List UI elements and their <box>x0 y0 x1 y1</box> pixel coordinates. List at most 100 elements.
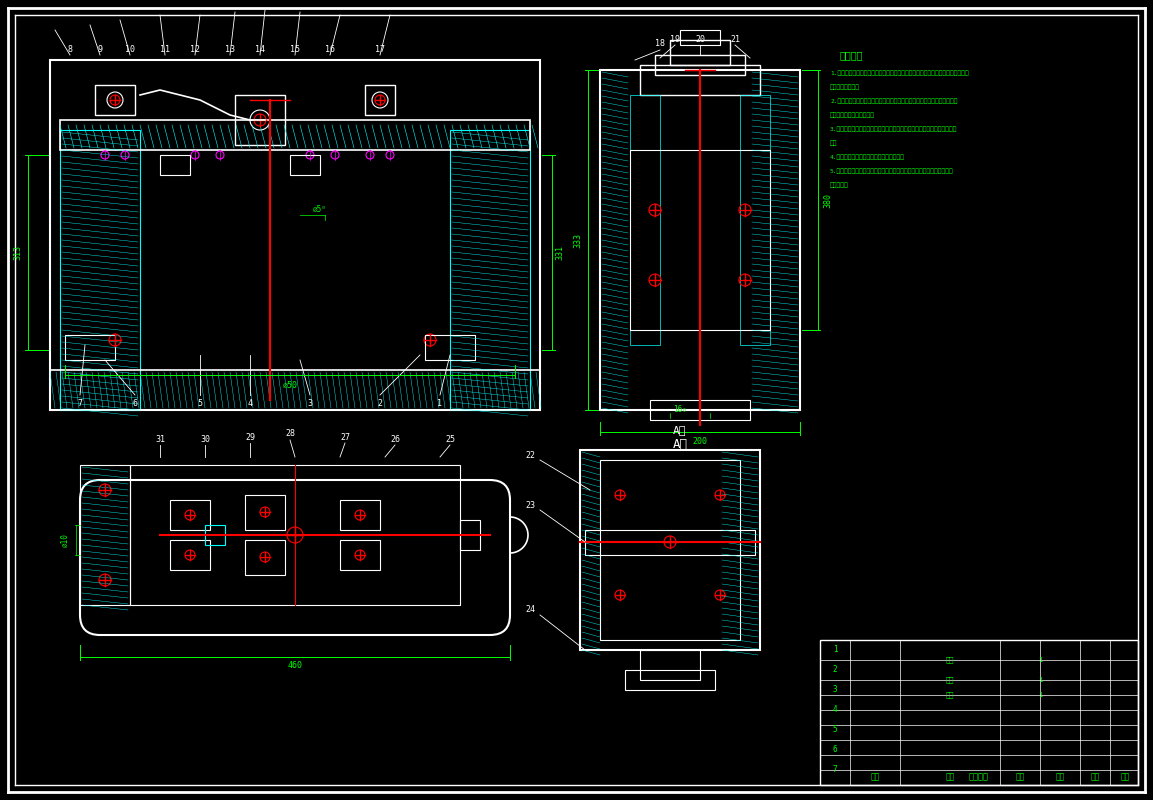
Text: 吸盘: 吸盘 <box>945 677 955 683</box>
Text: 标准: 标准 <box>1091 773 1100 782</box>
Text: 数量: 数量 <box>1016 773 1025 782</box>
Text: 380: 380 <box>823 193 832 207</box>
Text: 处方按后书标记。: 处方按后书标记。 <box>830 84 860 90</box>
Text: 2: 2 <box>377 398 383 407</box>
Text: 200: 200 <box>693 438 708 446</box>
Bar <box>425 335 475 360</box>
Text: 4.装配夹具不得不全面装、拿、切掉那大。: 4.装配夹具不得不全面装、拿、切掉那大。 <box>830 154 905 160</box>
Bar <box>640 650 700 680</box>
Text: 21: 21 <box>730 34 740 43</box>
Bar <box>450 130 530 410</box>
Bar <box>625 670 715 690</box>
Text: 3.装置夹具时，装卸那些装配尺寸，必须及时装配尺寸及相关后装经过检验: 3.装置夹具时，装卸那些装配尺寸，必须及时装配尺寸及相关后装经过检验 <box>830 126 957 132</box>
Text: 28: 28 <box>285 430 295 438</box>
Text: 6: 6 <box>832 746 837 754</box>
Text: 8: 8 <box>68 46 73 54</box>
Text: 4: 4 <box>248 398 253 407</box>
Text: ⌀5⁰: ⌀5⁰ <box>314 206 327 214</box>
Bar <box>169 500 210 530</box>
Text: 20: 20 <box>695 34 704 43</box>
Bar <box>65 335 115 360</box>
Bar <box>80 465 130 605</box>
Bar <box>600 70 800 410</box>
Text: 3: 3 <box>832 686 837 694</box>
Text: 25: 25 <box>445 434 455 443</box>
Bar <box>650 400 749 420</box>
Bar <box>291 155 321 175</box>
Text: 19: 19 <box>670 34 680 43</box>
Text: 材料: 材料 <box>1055 773 1064 782</box>
Bar <box>640 65 760 95</box>
Text: 22: 22 <box>525 450 535 459</box>
Text: 331: 331 <box>556 245 565 259</box>
Text: 4: 4 <box>832 706 837 714</box>
Text: 18: 18 <box>655 39 665 49</box>
Text: 5.处理、装装和调试第一层。严禁在动行中不安全那工件手工、完成前单: 5.处理、装装和调试第一层。严禁在动行中不安全那工件手工、完成前单 <box>830 168 954 174</box>
Text: 17: 17 <box>375 46 385 54</box>
Text: 7: 7 <box>77 398 83 407</box>
Text: 7: 7 <box>832 766 837 774</box>
Text: 技术要求: 技术要求 <box>841 50 864 60</box>
Text: 16: 16 <box>325 46 336 54</box>
Bar <box>820 640 1138 785</box>
Bar <box>50 370 540 410</box>
Bar <box>460 520 480 550</box>
Text: 5: 5 <box>832 726 837 734</box>
Text: 26: 26 <box>390 434 400 443</box>
Text: 5: 5 <box>197 398 203 407</box>
Text: ⌀50: ⌀50 <box>282 381 297 390</box>
Bar <box>580 450 760 650</box>
Bar <box>169 540 210 570</box>
Bar <box>740 95 770 345</box>
Text: 30: 30 <box>199 434 210 443</box>
Bar <box>585 530 755 555</box>
Text: 名称: 名称 <box>945 773 955 782</box>
Bar <box>244 495 285 530</box>
Text: 领块: 领块 <box>945 692 955 698</box>
Text: 16₀: 16₀ <box>673 406 687 414</box>
Text: 润、油污、乃位的杂乱污。: 润、油污、乃位的杂乱污。 <box>830 112 875 118</box>
Text: 23: 23 <box>525 501 535 510</box>
Bar <box>130 465 460 605</box>
Text: 测。: 测。 <box>830 140 837 146</box>
Bar <box>340 540 380 570</box>
Bar <box>340 500 380 530</box>
Text: 2.不得在配置位置清洗的清洗手件。不得有毛刺、飞边、划伤处、锈蚀、明: 2.不得在配置位置清洗的清洗手件。不得有毛刺、飞边、划伤处、锈蚀、明 <box>830 98 957 104</box>
Text: 备注: 备注 <box>1121 773 1130 782</box>
Bar <box>655 55 745 75</box>
Text: 代号: 代号 <box>871 773 880 782</box>
Text: 10: 10 <box>125 46 135 54</box>
Bar <box>160 155 190 175</box>
Text: 11: 11 <box>160 46 169 54</box>
Bar <box>244 540 285 575</box>
Text: 333: 333 <box>573 233 582 247</box>
Bar <box>60 130 140 410</box>
Bar <box>235 95 285 145</box>
Bar <box>600 460 740 640</box>
Text: 2: 2 <box>832 666 837 674</box>
Text: 313: 313 <box>14 245 23 259</box>
Text: 1: 1 <box>1038 692 1042 698</box>
Text: 6: 6 <box>133 398 137 407</box>
Text: 3: 3 <box>308 398 312 407</box>
Bar <box>630 95 660 345</box>
Bar <box>366 85 395 115</box>
Text: 12: 12 <box>190 46 199 54</box>
Text: A向: A向 <box>673 425 687 435</box>
Text: 生产图纸: 生产图纸 <box>969 773 989 782</box>
Text: 29: 29 <box>244 433 255 442</box>
Text: 9: 9 <box>98 46 103 54</box>
Text: 460: 460 <box>287 661 302 670</box>
Text: 1: 1 <box>832 646 837 654</box>
Text: 1: 1 <box>1038 677 1042 683</box>
Text: 吸盘: 吸盘 <box>945 657 955 663</box>
Text: 手、过程。: 手、过程。 <box>830 182 849 188</box>
Text: 13: 13 <box>225 46 235 54</box>
Text: 14: 14 <box>255 46 265 54</box>
Bar <box>50 60 540 410</box>
Text: 27: 27 <box>340 433 351 442</box>
Text: 1.凡入配配的零件基准面（包括外圆面、内孔面），均必须在清洗配装前对配合面: 1.凡入配配的零件基准面（包括外圆面、内孔面），均必须在清洗配装前对配合面 <box>830 70 969 76</box>
Text: 1: 1 <box>1038 657 1042 663</box>
Bar <box>680 30 719 45</box>
Bar <box>630 150 770 330</box>
